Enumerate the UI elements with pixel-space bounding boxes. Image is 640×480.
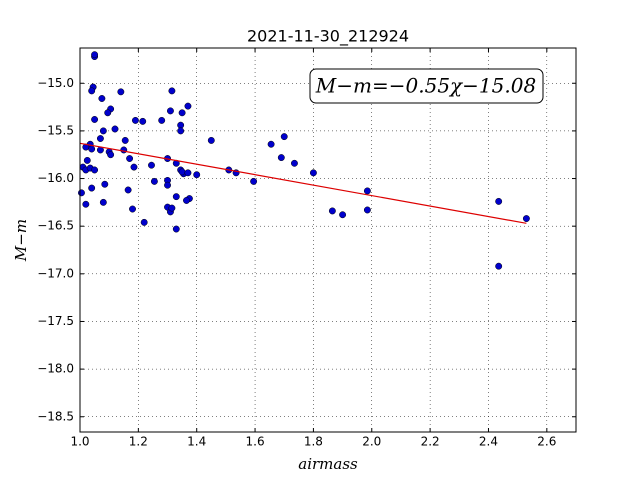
point — [158, 116, 166, 124]
point — [140, 218, 148, 226]
point — [280, 133, 288, 141]
y-tick-label: −17.0 — [37, 266, 74, 280]
point — [168, 87, 176, 95]
point — [184, 102, 192, 110]
y-tick-label: −18.5 — [37, 409, 74, 423]
plot-area — [80, 48, 576, 432]
point — [91, 116, 99, 123]
point — [172, 193, 180, 201]
point — [83, 156, 91, 164]
x-tick-label: 2.0 — [362, 435, 381, 449]
point — [522, 215, 530, 223]
point — [99, 198, 107, 206]
point — [193, 171, 201, 179]
point — [98, 95, 106, 102]
y-tick-label: −16.5 — [37, 219, 74, 233]
point — [168, 204, 176, 212]
plot-frame — [79, 47, 577, 433]
x-tick-label: 1.0 — [70, 435, 89, 449]
y-tick-label: −15.5 — [37, 123, 74, 137]
point — [277, 154, 285, 162]
point — [120, 146, 128, 154]
point — [117, 88, 125, 96]
point — [91, 51, 99, 59]
point — [126, 155, 134, 162]
point — [328, 207, 336, 215]
chart-title: 2021-11-30_212924 — [247, 27, 409, 47]
fit-line — [79, 142, 527, 224]
y-tick-label: −16.0 — [37, 171, 74, 185]
x-tick-label: 1.6 — [246, 435, 265, 449]
point — [130, 163, 138, 171]
point — [495, 262, 503, 270]
point — [124, 186, 132, 194]
point — [250, 177, 258, 185]
point — [177, 127, 185, 135]
point — [78, 189, 85, 197]
x-tick-label: 1.8 — [304, 435, 323, 449]
point — [104, 109, 112, 117]
x-axis-label: airmass — [298, 455, 358, 473]
y-tick-label: −17.5 — [37, 314, 74, 328]
y-tick-label: −15.0 — [37, 76, 74, 90]
x-tick-label: 1.4 — [187, 435, 206, 449]
x-tick-label: 1.2 — [129, 435, 148, 449]
point — [131, 116, 139, 124]
point — [495, 197, 503, 205]
point — [164, 181, 171, 189]
point — [88, 184, 96, 192]
point — [172, 225, 180, 233]
point — [166, 107, 174, 115]
point — [129, 205, 136, 213]
point — [309, 169, 317, 177]
point — [88, 145, 96, 153]
point — [99, 127, 107, 135]
point — [207, 136, 215, 144]
y-tick-label: −18.0 — [37, 362, 74, 376]
point — [178, 168, 186, 176]
point — [178, 109, 186, 117]
point — [177, 121, 185, 129]
point — [96, 135, 104, 142]
point — [183, 197, 190, 204]
point — [363, 206, 371, 214]
point — [82, 200, 90, 208]
annotation-box — [309, 68, 544, 104]
point — [121, 136, 129, 144]
point — [91, 166, 99, 174]
x-tick-label: 2.4 — [479, 435, 498, 449]
x-tick-label: 2.2 — [421, 435, 440, 449]
point — [267, 140, 275, 148]
point — [290, 159, 298, 167]
point — [339, 211, 347, 219]
x-tick-label: 2.6 — [537, 435, 556, 449]
point — [88, 87, 96, 95]
point — [139, 117, 147, 125]
point — [150, 177, 158, 185]
fit-equation: M−m=−0.55χ−15.08 — [315, 74, 536, 98]
point — [184, 169, 192, 177]
point — [101, 180, 109, 188]
point — [107, 151, 115, 159]
point — [148, 161, 155, 169]
point — [111, 125, 119, 133]
point — [363, 187, 371, 195]
y-axis-label: M−m — [12, 219, 30, 262]
